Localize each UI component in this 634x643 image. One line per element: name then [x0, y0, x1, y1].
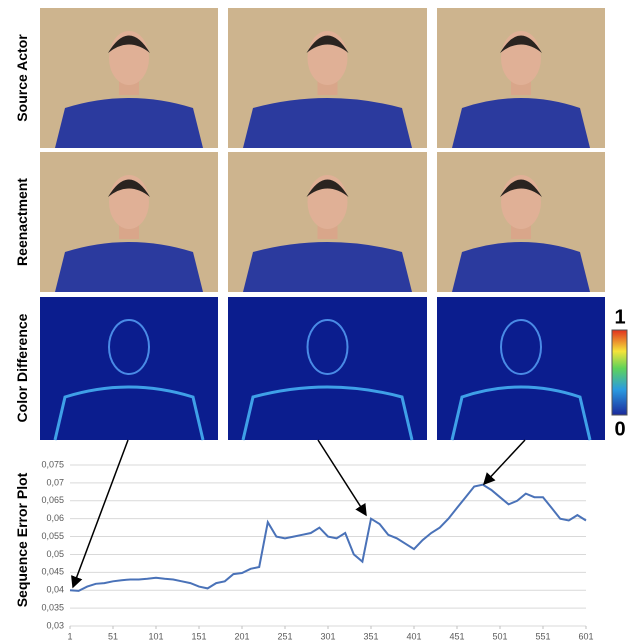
y-tick-label: 0,065 [41, 495, 64, 505]
diff-head [500, 319, 542, 375]
row-label: Reenactment [14, 178, 30, 266]
diff-shirt [53, 385, 205, 441]
shirt [452, 98, 590, 148]
x-tick-label: 351 [363, 631, 378, 641]
image [437, 297, 605, 441]
y-tick-label: 0,07 [46, 477, 64, 487]
diff-shirt [450, 385, 592, 441]
arrow [317, 439, 367, 517]
x-tick-label: 451 [449, 631, 464, 641]
diff-head [108, 319, 150, 375]
x-tick-label: 301 [320, 631, 335, 641]
diff-shirt [241, 385, 414, 441]
image [228, 297, 427, 441]
diff-bg [40, 297, 218, 440]
x-tick-label: 601 [578, 631, 593, 641]
x-tick-label: 501 [492, 631, 507, 641]
y-tick-label: 0,03 [46, 620, 64, 630]
y-tick-label: 0,055 [41, 531, 64, 541]
diff-head [306, 319, 349, 375]
x-tick-label: 401 [406, 631, 421, 641]
x-tick-label: 551 [535, 631, 550, 641]
shirt [55, 98, 203, 148]
diff-bg [437, 297, 605, 440]
series-line [69, 483, 587, 592]
hair [306, 35, 349, 53]
x-tick-label: 51 [108, 631, 118, 641]
image [437, 152, 605, 292]
colorbar-label: 0 [614, 418, 625, 440]
y-tick-label: 0,05 [46, 549, 64, 559]
hair [500, 179, 542, 197]
y-tick-label: 0,035 [41, 602, 64, 612]
shirt [452, 242, 590, 292]
y-axis-label: Sequence Error Plot [14, 472, 30, 607]
plot: 0,03 0,035 0,04 0,045 0,05 0,055 0,06 0,065 0,07… [41, 459, 593, 641]
x-tick-label: 201 [234, 631, 249, 641]
image [437, 8, 605, 148]
colorbar-label: 1 [614, 306, 625, 328]
shirt [243, 242, 412, 292]
shirt [55, 242, 203, 292]
shirt [243, 98, 412, 148]
image [40, 152, 218, 292]
colorbar [611, 329, 628, 416]
hair [108, 179, 150, 197]
arrow [482, 439, 526, 486]
diff-bg [228, 297, 427, 440]
row-label: Color Difference [14, 313, 30, 422]
image [40, 297, 218, 441]
y-tick-label: 0,06 [46, 513, 64, 523]
x-tick-label: 151 [191, 631, 206, 641]
row-label: Source Actor [14, 34, 30, 122]
image-grid [40, 8, 605, 441]
arrow [71, 439, 129, 589]
x-tick-label: 101 [148, 631, 163, 641]
y-tick-label: 0,04 [46, 585, 64, 595]
x-tick-label: 251 [277, 631, 292, 641]
image [228, 8, 427, 148]
y-tick-label: 0,045 [41, 567, 64, 577]
hair [108, 35, 150, 53]
image [40, 8, 218, 148]
hair [500, 35, 542, 53]
image [228, 152, 427, 292]
x-tick-label: 1 [67, 631, 72, 641]
y-tick-label: 0,075 [41, 459, 64, 469]
hair [306, 179, 349, 197]
